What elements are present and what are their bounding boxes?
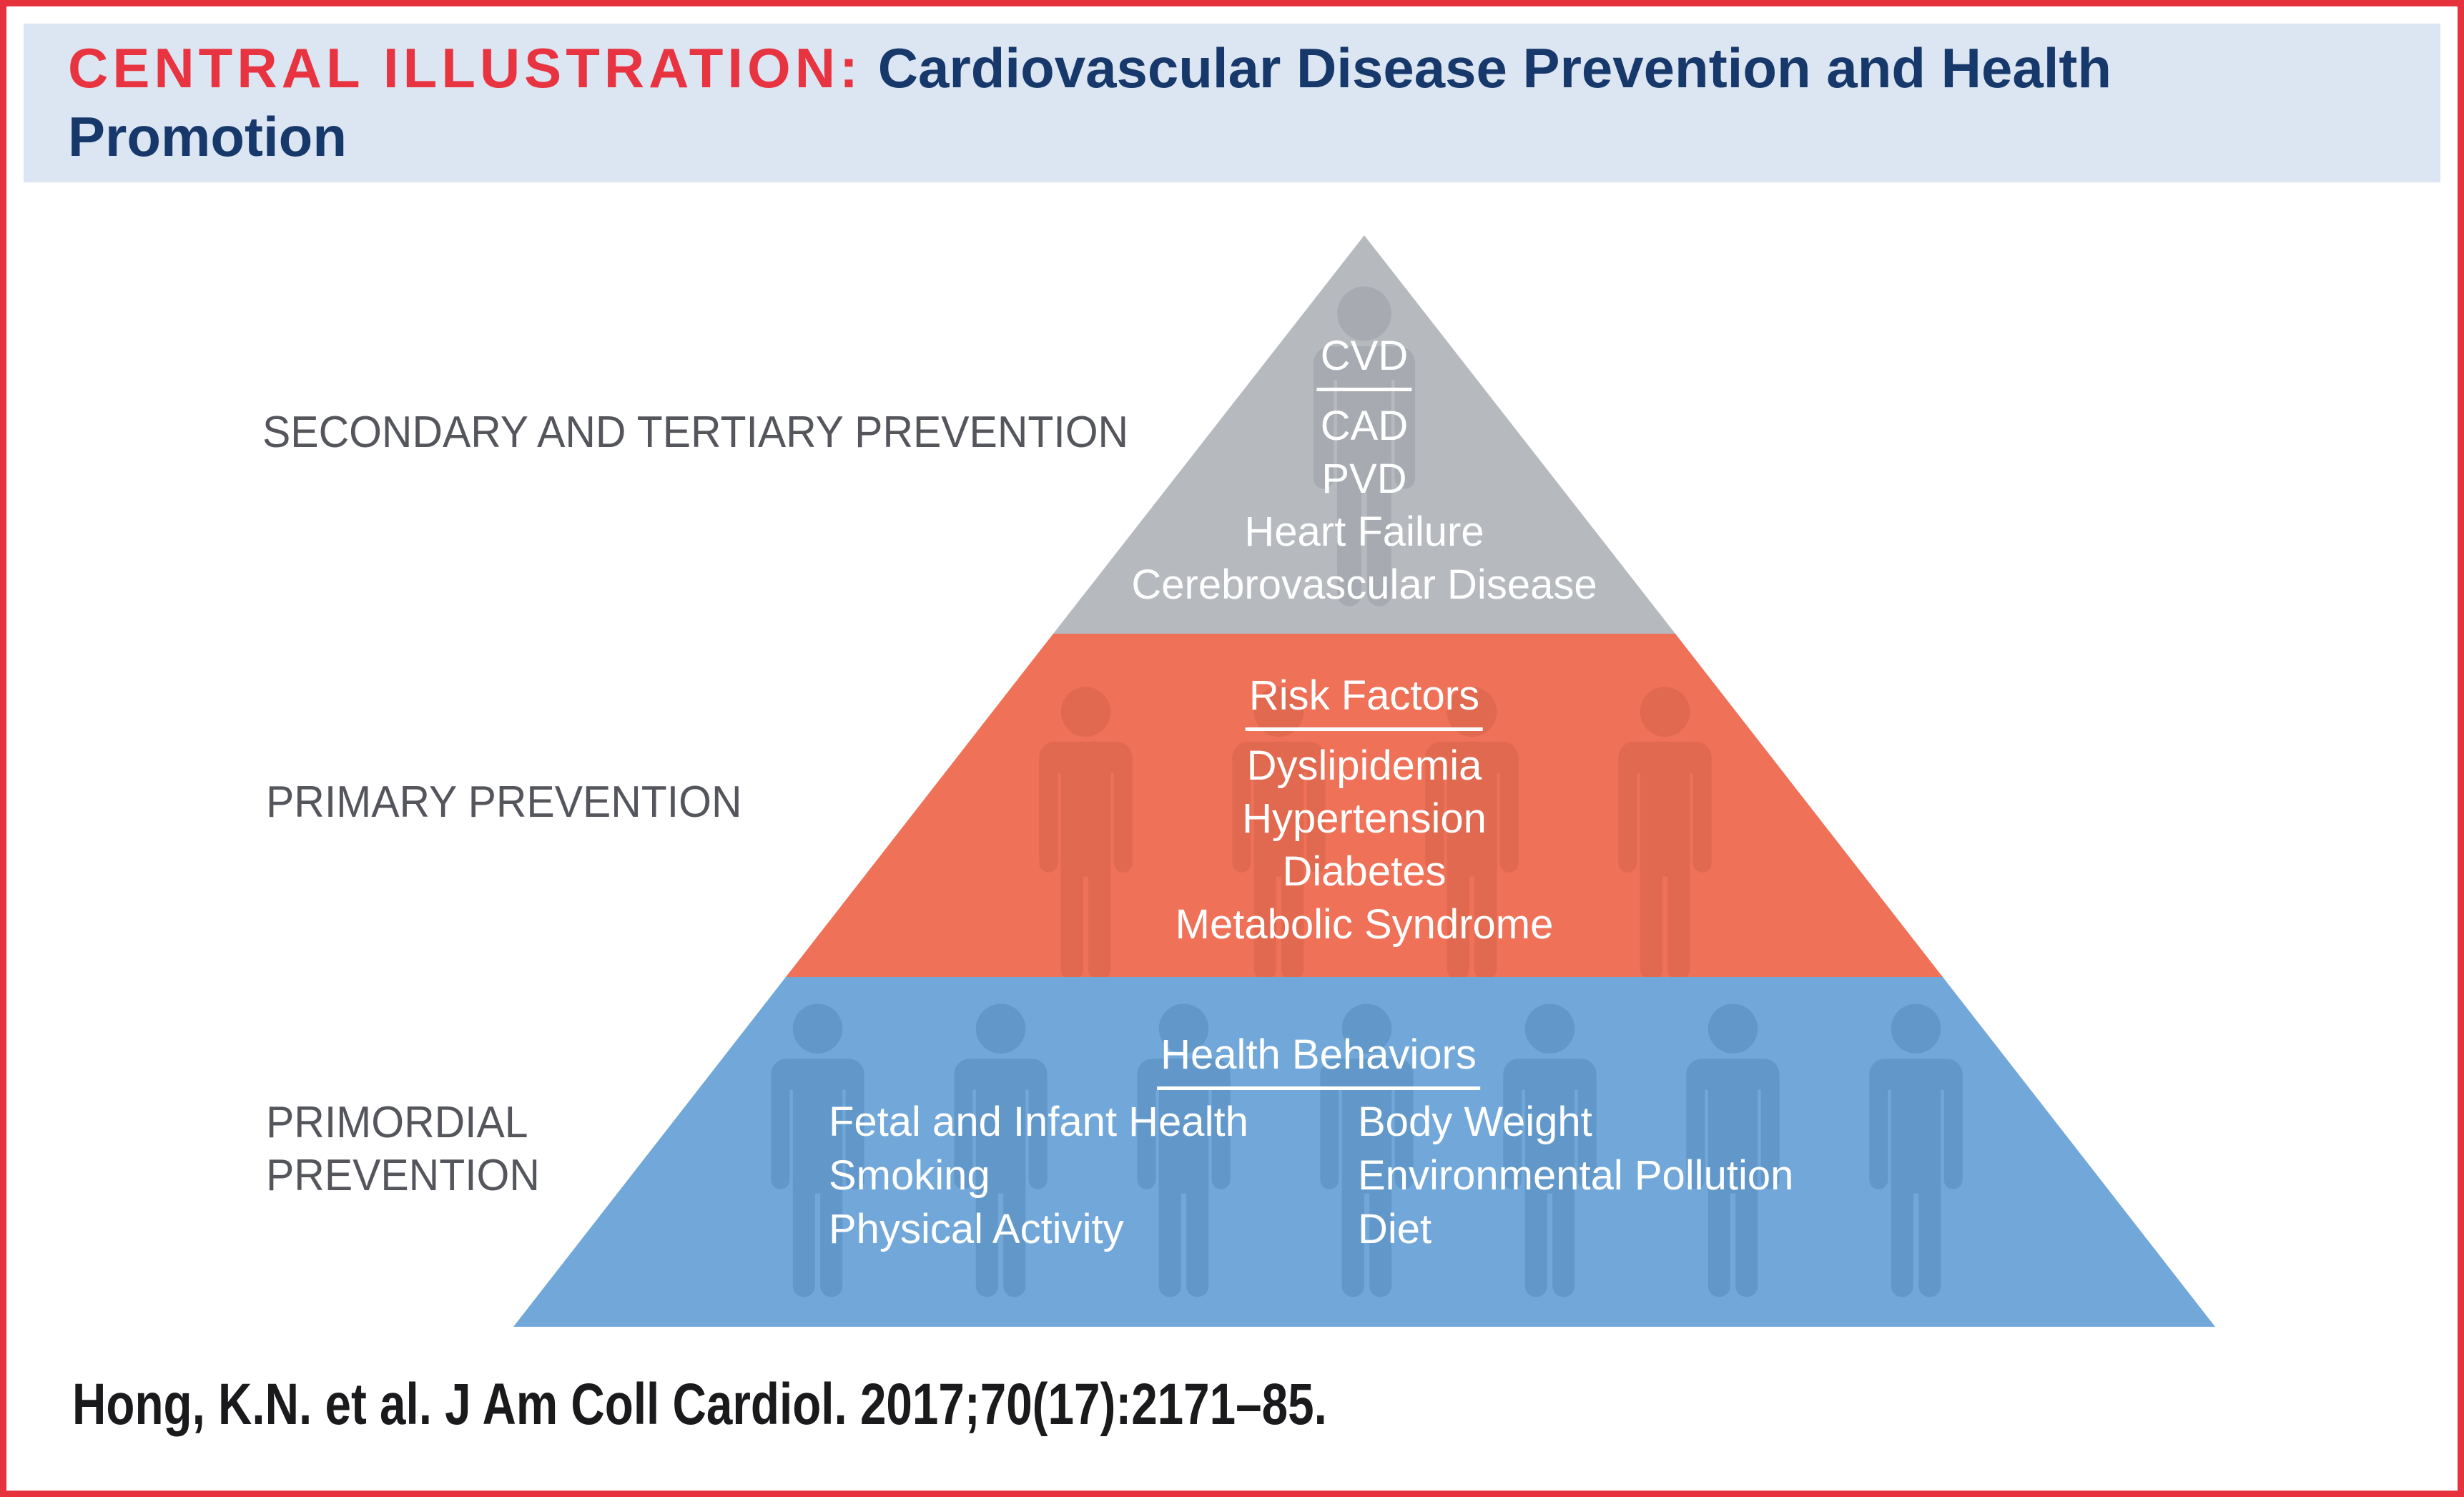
health-behavior-item: Smoking <box>829 1152 990 1199</box>
pyramid-tier-health-behaviors: Health Behaviors Fetal and Infant Health… <box>513 977 2215 1327</box>
figure-header: CENTRAL ILLUSTRATION: Cardiovascular Dis… <box>24 24 2440 182</box>
tier-cvd-text: CVD CAD PVD Heart Failure Cerebrovascula… <box>1131 330 1597 612</box>
title-line1: Cardiovascular Disease Prevention and He… <box>862 36 2112 99</box>
label-secondary-tertiary-prevention: SECONDARY AND TERTIARY PREVENTION <box>262 408 1129 457</box>
health-behavior-item: Diet <box>1358 1206 1432 1252</box>
tier-risk-factors-item: Metabolic Syndrome <box>1175 901 1554 948</box>
label-primordial-line1: PRIMORDIAL <box>266 1098 528 1147</box>
health-behavior-item: Body Weight <box>1358 1099 1592 1145</box>
tier-risk-factors-item: Diabetes <box>1282 848 1447 895</box>
tier-risk-factors-item: Hypertension <box>1242 795 1487 842</box>
person-icon <box>1869 1003 1963 1297</box>
tier-risk-factors-item: Dyslipidemia <box>1246 742 1482 789</box>
health-behavior-item: Fetal and Infant Health <box>829 1099 1248 1145</box>
tier-risk-factors-text: Risk Factors Dyslipidemia Hypertension D… <box>1176 669 1554 951</box>
tier-cvd-item: Heart Failure <box>1244 509 1484 555</box>
health-behavior-item: Physical Activity <box>829 1206 1124 1252</box>
kicker-text: CENTRAL ILLUSTRATION: <box>68 36 863 99</box>
tier-cvd-heading: CVD <box>1131 330 1597 391</box>
tier-cvd-item: Cerebrovascular Disease <box>1131 561 1597 608</box>
label-primordial-line2: PREVENTION <box>266 1151 540 1200</box>
health-behavior-item: Environmental Pollution <box>1358 1152 1794 1199</box>
health-behaviors-left-column: Fetal and Infant Health Smoking Physical… <box>829 1095 1248 1256</box>
person-icon <box>1618 687 1712 977</box>
label-primary-prevention: PRIMARY PREVENTION <box>266 777 742 827</box>
pyramid-tier-cvd: CVD CAD PVD Heart Failure Cerebrovascula… <box>1053 235 1675 634</box>
tier-risk-factors-heading: Risk Factors <box>1176 669 1554 731</box>
tier-health-behaviors-heading: Health Behaviors <box>1157 1029 1480 1090</box>
label-primordial-prevention: PRIMORDIAL PREVENTION <box>266 1096 540 1202</box>
header-line1: CENTRAL ILLUSTRATION: Cardiovascular Dis… <box>68 34 2440 102</box>
pyramid-tier-risk-factors: Risk Factors Dyslipidemia Hypertension D… <box>786 634 1943 977</box>
tier-cvd-item: PVD <box>1321 456 1407 502</box>
tier-cvd-item: CAD <box>1320 403 1409 449</box>
title-line2: Promotion <box>68 105 347 168</box>
person-icon <box>1039 687 1133 977</box>
health-behaviors-right-column: Body Weight Environmental Pollution Diet <box>1358 1095 1793 1256</box>
citation: Hong, K.N. et al. J Am Coll Cardiol. 201… <box>72 1372 1327 1437</box>
